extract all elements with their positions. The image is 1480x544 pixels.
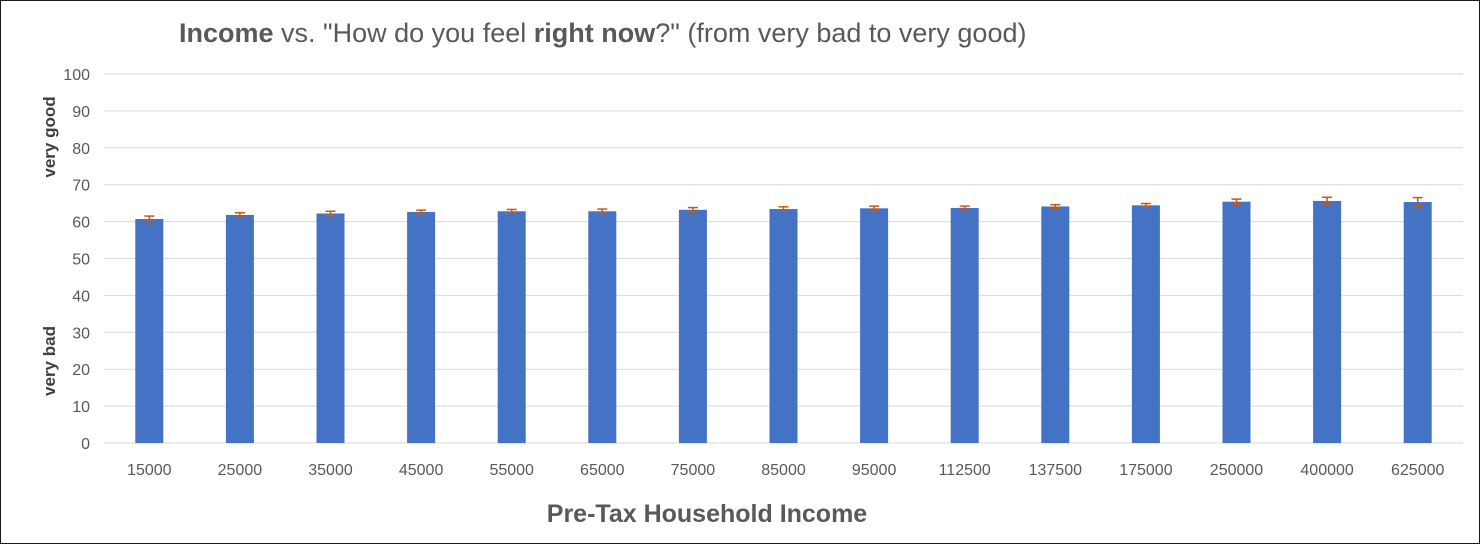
x-tick-label: 400000	[1300, 462, 1353, 479]
y-axis-ticks: 0 10 20 30 40 50 60 70 80 90 100	[63, 67, 90, 453]
error-bar	[597, 208, 608, 215]
error-bar	[1412, 196, 1423, 208]
y-tick-label: 20	[72, 362, 90, 379]
x-tick-label: 55000	[489, 462, 534, 479]
x-tick-label: 45000	[399, 462, 444, 479]
bar	[1222, 201, 1251, 443]
y-tick-label: 90	[72, 104, 90, 121]
bar	[497, 211, 526, 443]
x-tick-label: 15000	[127, 462, 172, 479]
chart-title-part: right now	[533, 18, 656, 48]
error-bar	[1050, 203, 1061, 210]
x-tick-label: 175000	[1119, 462, 1172, 479]
x-tick-label: 625000	[1391, 462, 1444, 479]
bar	[316, 213, 345, 443]
bar	[769, 209, 798, 443]
x-axis-label: Pre-Tax Household Income	[547, 500, 868, 528]
x-tick-label: 65000	[580, 462, 625, 479]
error-bar	[234, 211, 245, 218]
bar	[678, 209, 707, 443]
x-tick-label: 95000	[852, 462, 897, 479]
bar	[135, 219, 164, 443]
x-tick-label: 25000	[218, 462, 263, 479]
error-bar	[506, 208, 517, 214]
bar	[407, 212, 436, 443]
y-tick-label: 0	[81, 436, 90, 453]
y-annotation-very-bad: very bad	[40, 326, 59, 396]
y-tick-label: 10	[72, 399, 90, 416]
x-tick-label: 35000	[308, 462, 353, 479]
y-tick-label: 30	[72, 325, 90, 342]
chart-title-part: Income	[179, 18, 274, 48]
x-axis-ticks: 15000 25000 35000 45000 55000 65000 75000 85000…	[127, 462, 1444, 479]
error-bar	[687, 206, 698, 213]
error-bar	[416, 209, 427, 215]
bar	[1131, 205, 1160, 443]
x-tick-label: 75000	[671, 462, 716, 479]
y-tick-label: 50	[72, 252, 90, 269]
bar	[950, 207, 979, 443]
chart-title-part: ?" (from very bad to very good)	[655, 18, 1027, 48]
chart-title-part: vs. "How do you feel	[273, 18, 534, 48]
chart-title: Income vs. "How do you feel right now?" …	[179, 18, 1026, 49]
error-bar	[325, 210, 336, 217]
bars	[135, 200, 1432, 443]
error-bar	[1231, 198, 1242, 206]
bar	[1403, 202, 1432, 443]
error-bar	[144, 215, 155, 223]
x-tick-label: 250000	[1210, 462, 1263, 479]
y-annotation-very-good: very good	[40, 96, 59, 177]
error-bars	[144, 196, 1423, 223]
x-tick-label: 137500	[1029, 462, 1082, 479]
bar	[860, 208, 889, 443]
bar	[225, 214, 254, 443]
bar	[1313, 200, 1342, 443]
error-bar	[778, 206, 789, 213]
bar	[1041, 206, 1070, 443]
y-tick-label: 80	[72, 141, 90, 158]
x-tick-label: 85000	[761, 462, 806, 479]
y-tick-label: 70	[72, 178, 90, 195]
error-bar	[959, 205, 970, 211]
bar	[588, 211, 617, 443]
y-tick-label: 60	[72, 215, 90, 232]
y-tick-label: 100	[63, 67, 90, 84]
error-bar	[1140, 202, 1151, 208]
y-tick-label: 40	[72, 288, 90, 305]
x-tick-label: 112500	[939, 462, 991, 479]
error-bar	[1322, 196, 1333, 206]
error-bar	[869, 205, 880, 212]
